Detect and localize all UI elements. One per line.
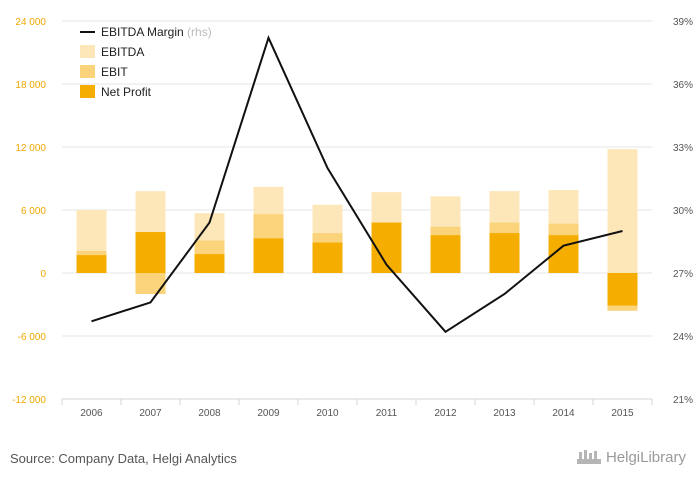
y-left-tick-label: -12 000 bbox=[12, 395, 46, 406]
y-right-tick-label: 21% bbox=[673, 395, 693, 406]
x-tick-label: 2007 bbox=[139, 408, 162, 419]
legend-swatch bbox=[80, 85, 95, 98]
chart: -12 000 -6 000 0 6 000 12 000 18 000 24 000 21%… bbox=[12, 17, 693, 419]
bar-net-profit bbox=[430, 235, 461, 273]
legend-label: Net Profit bbox=[101, 85, 152, 99]
bar-net-profit bbox=[135, 232, 166, 273]
library-icon bbox=[576, 450, 601, 464]
y-right-tick-label: 33% bbox=[673, 143, 693, 154]
bar-net-profit bbox=[253, 238, 284, 273]
legend-label: EBITDA Margin (rhs) bbox=[101, 25, 212, 39]
x-tick-label: 2014 bbox=[552, 408, 575, 419]
y-right-tick-label: 30% bbox=[673, 206, 693, 217]
legend: EBITDA Margin (rhs) EBITDA EBIT Net Profit bbox=[80, 25, 212, 99]
x-tick-label: 2006 bbox=[80, 408, 103, 419]
bar-net-profit bbox=[607, 273, 638, 306]
x-tick-label: 2010 bbox=[316, 408, 339, 419]
brand-name: HelgiLibrary bbox=[605, 448, 686, 466]
source-note: Source: Company Data, Helgi Analytics bbox=[10, 451, 237, 466]
y-left-tick-label: 12 000 bbox=[15, 143, 46, 154]
margin-line-series bbox=[91, 35, 623, 334]
axes: -12 000 -6 000 0 6 000 12 000 18 000 24 000 21%… bbox=[12, 17, 693, 419]
brand-logo: HelgiLibrary bbox=[576, 448, 686, 466]
x-tick-label: 2009 bbox=[257, 408, 280, 419]
bar-series bbox=[76, 149, 638, 311]
bar-net-profit bbox=[489, 233, 520, 273]
bar-net-profit bbox=[194, 254, 225, 273]
y-right-tick-label: 24% bbox=[673, 332, 693, 343]
legend-swatch bbox=[80, 65, 95, 78]
y-left-tick-label: 0 bbox=[40, 269, 46, 280]
y-right-tick-label: 27% bbox=[673, 269, 693, 280]
legend-swatch bbox=[80, 45, 95, 58]
bar-net-profit bbox=[76, 255, 107, 273]
ebitda-margin-line bbox=[91, 35, 623, 334]
x-tick-label: 2011 bbox=[376, 408, 398, 419]
x-tick-label: 2008 bbox=[198, 408, 221, 419]
y-left-tick-label: 18 000 bbox=[15, 80, 46, 91]
bar-ebit bbox=[135, 273, 166, 294]
legend-label: EBIT bbox=[101, 65, 128, 79]
y-right-tick-label: 39% bbox=[673, 17, 693, 28]
y-left-tick-label: -6 000 bbox=[18, 332, 47, 343]
bar-net-profit bbox=[312, 242, 343, 273]
y-right-tick-label: 36% bbox=[673, 80, 693, 91]
bar-ebitda bbox=[607, 149, 638, 273]
x-tick-label: 2012 bbox=[434, 408, 457, 419]
y-left-tick-label: 24 000 bbox=[15, 17, 46, 28]
legend-label: EBITDA bbox=[101, 45, 144, 59]
legend-label-suffix: (rhs) bbox=[187, 25, 212, 39]
y-left-tick-label: 6 000 bbox=[21, 206, 46, 217]
x-tick-label: 2015 bbox=[611, 408, 634, 419]
x-tick-label: 2013 bbox=[493, 408, 516, 419]
